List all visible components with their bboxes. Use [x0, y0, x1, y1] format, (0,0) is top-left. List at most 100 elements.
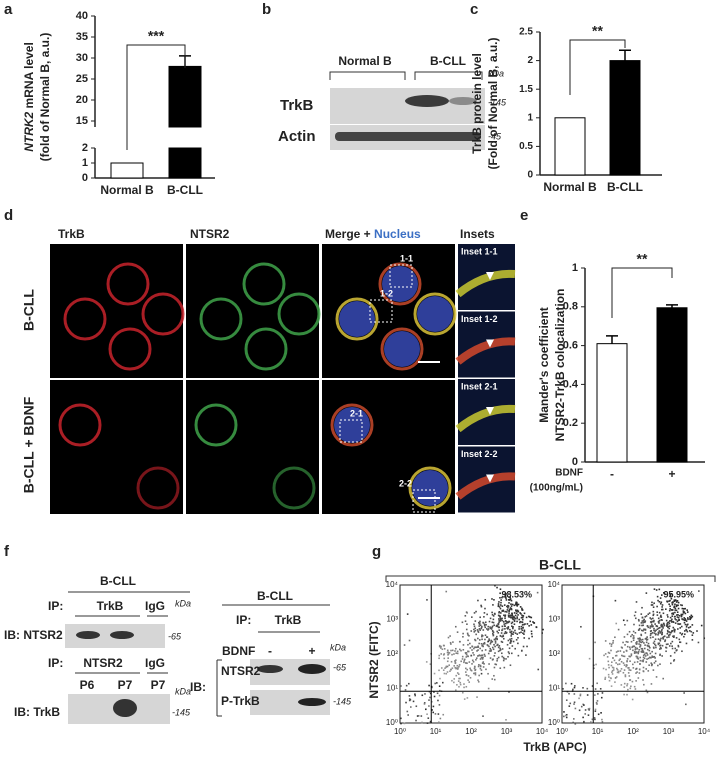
- event-dot: [637, 677, 640, 679]
- event-dot: [510, 605, 513, 607]
- event-dot: [467, 650, 469, 653]
- event-dot: [646, 652, 648, 655]
- event-dot: [661, 608, 664, 611]
- event-dot: [675, 605, 678, 608]
- row-label: P-TrkB: [221, 694, 260, 708]
- event-dot: [641, 638, 644, 641]
- event-dot: [668, 631, 671, 633]
- event-dot: [444, 667, 446, 670]
- event-dot: [452, 641, 454, 643]
- event-dot: [508, 620, 510, 623]
- event-dot: [421, 694, 424, 697]
- event-dot: [611, 661, 613, 664]
- event-dot: [523, 637, 526, 639]
- event-dot: [445, 590, 448, 593]
- event-dot: [505, 599, 508, 601]
- event-dot: [677, 644, 680, 647]
- event-dot: [671, 645, 673, 647]
- event-dot: [645, 668, 648, 670]
- event-dot: [513, 612, 516, 614]
- event-dot: [666, 614, 669, 616]
- event-dot: [638, 637, 641, 639]
- event-dot: [665, 647, 668, 649]
- event-dot: [674, 609, 677, 611]
- event-dot: [677, 604, 679, 607]
- kda-label: kDa: [175, 598, 191, 608]
- event-dot: [502, 656, 505, 659]
- event-dot: [644, 655, 647, 657]
- event-dot: [593, 667, 595, 670]
- event-dot: [464, 615, 467, 617]
- event-dot: [621, 654, 623, 657]
- event-dot: [618, 663, 621, 665]
- event-dot: [646, 636, 648, 638]
- event-dot: [683, 630, 686, 632]
- event-dot: [653, 632, 656, 634]
- event-dot: [676, 614, 678, 616]
- row-label: Actin: [278, 128, 316, 145]
- event-dot: [660, 594, 663, 596]
- nucleus: [417, 296, 453, 332]
- event-dot: [407, 714, 409, 716]
- event-dot: [608, 652, 611, 654]
- event-dot: [623, 655, 626, 658]
- event-dot: [447, 636, 450, 639]
- event-dot: [501, 596, 503, 599]
- lane-label: TrkB: [275, 613, 302, 627]
- event-dot: [642, 679, 644, 681]
- event-dot: [679, 632, 682, 634]
- event-dot: [641, 647, 644, 650]
- event-dot: [447, 657, 450, 659]
- event-dot: [509, 628, 511, 631]
- event-dot: [639, 646, 641, 648]
- event-dot: [415, 705, 418, 708]
- y-axis-label-text: Mander's coefficient: [537, 307, 551, 423]
- event-dot: [650, 657, 652, 659]
- event-dot: [596, 703, 598, 705]
- event-dot: [653, 662, 656, 664]
- bar: [596, 343, 628, 463]
- event-dot: [658, 630, 661, 632]
- event-dot: [457, 680, 460, 682]
- event-dot: [624, 675, 627, 678]
- event-dot: [673, 636, 675, 638]
- event-dot: [486, 644, 489, 646]
- event-dot: [537, 668, 540, 671]
- event-dot: [682, 608, 685, 610]
- event-dot: [562, 688, 564, 690]
- event-dot: [431, 686, 433, 689]
- event-dot: [661, 619, 663, 621]
- event-dot: [443, 657, 446, 660]
- event-dot: [614, 681, 616, 683]
- event-dot: [495, 637, 497, 640]
- event-dot: [517, 610, 519, 613]
- event-dot: [502, 621, 505, 623]
- event-dot: [646, 654, 649, 656]
- event-dot: [674, 607, 677, 610]
- event-dot: [482, 666, 485, 668]
- event-dot: [467, 675, 470, 677]
- event-dot: [674, 647, 677, 650]
- event-dot: [500, 601, 502, 604]
- event-dot: [671, 630, 674, 632]
- event-dot: [521, 609, 523, 611]
- event-dot: [623, 636, 626, 638]
- event-dot: [516, 609, 519, 612]
- band: [110, 631, 134, 639]
- event-dot: [607, 660, 610, 663]
- event-dot: [510, 630, 513, 633]
- event-dot: [658, 619, 661, 622]
- event-dot: [451, 679, 453, 682]
- event-dot: [573, 703, 575, 705]
- event-dot: [652, 620, 655, 623]
- event-dot: [620, 646, 623, 649]
- event-dot: [685, 626, 688, 628]
- event-dot: [481, 654, 484, 657]
- event-dot: [637, 651, 639, 654]
- event-dot: [473, 628, 475, 631]
- event-dot: [490, 628, 493, 630]
- event-dot: [523, 612, 526, 615]
- event-dot: [516, 633, 519, 635]
- event-dot: [508, 647, 511, 650]
- event-dot: [480, 605, 483, 608]
